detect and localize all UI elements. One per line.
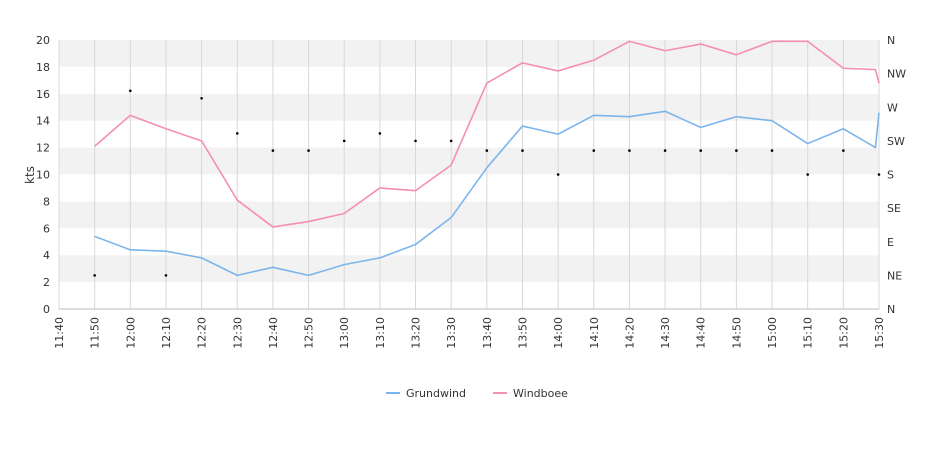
y-tick-label: 16 bbox=[36, 88, 50, 101]
plot-band bbox=[59, 93, 879, 121]
right-tick-label: NE bbox=[887, 269, 902, 282]
x-tick-label: 13:20 bbox=[410, 317, 423, 349]
y-tick-label: 20 bbox=[36, 34, 50, 47]
x-tick-label: 12:30 bbox=[231, 317, 244, 349]
direction-point bbox=[93, 274, 96, 277]
direction-point bbox=[449, 139, 453, 143]
x-axis-ticks: 11:40 11:50 12:00 12:10 12:20 12:30 12:40 12:50… bbox=[53, 317, 886, 349]
direction-point bbox=[235, 132, 239, 135]
y-axis-label: kts bbox=[23, 166, 37, 184]
right-tick-label: N bbox=[887, 34, 895, 47]
legend-item-grundwind[interactable]: Grundwind bbox=[406, 387, 466, 400]
x-tick-label: 13:50 bbox=[516, 317, 529, 349]
direction-point bbox=[806, 173, 809, 176]
x-tick-label: 12:50 bbox=[303, 317, 316, 349]
series-line-grundwind bbox=[94, 110, 880, 277]
plot-bands bbox=[59, 40, 879, 309]
direction-point bbox=[556, 173, 560, 176]
x-tick-label: 14:50 bbox=[730, 317, 743, 349]
x-tick-label: 15:30 bbox=[873, 317, 886, 349]
direction-point bbox=[164, 274, 168, 277]
right-tick-label: N bbox=[887, 303, 895, 316]
y-tick-label: 6 bbox=[43, 222, 50, 235]
direction-points bbox=[93, 89, 881, 277]
x-tick-label: 12:10 bbox=[160, 317, 173, 349]
plot-band bbox=[59, 147, 879, 175]
right-tick-label: NW bbox=[887, 68, 906, 81]
x-tick-label: 12:20 bbox=[196, 317, 209, 349]
y-axis-ticks: 0 2 4 6 8 10 12 14 16 18 20 bbox=[36, 34, 50, 316]
x-tick-label: 14:20 bbox=[623, 317, 636, 349]
plot-band bbox=[59, 174, 879, 202]
plot-band bbox=[59, 228, 879, 256]
plot-band bbox=[59, 282, 879, 309]
direction-point bbox=[699, 149, 703, 152]
right-tick-label: S bbox=[887, 169, 894, 182]
x-tick-label: 13:00 bbox=[338, 317, 351, 349]
plot-band bbox=[59, 201, 879, 229]
direction-point bbox=[342, 139, 346, 143]
y-tick-label: 18 bbox=[36, 61, 50, 74]
legend-item-windboee[interactable]: Windboee bbox=[513, 387, 568, 400]
direction-point bbox=[271, 149, 275, 152]
direction-point bbox=[735, 149, 738, 152]
x-tick-label: 11:50 bbox=[89, 317, 102, 349]
y-tick-label: 8 bbox=[43, 195, 50, 208]
direction-point bbox=[521, 149, 524, 152]
direction-point bbox=[200, 96, 203, 100]
x-tick-label: 12:00 bbox=[124, 317, 137, 349]
x-tick-label: 15:00 bbox=[766, 317, 779, 349]
direction-point bbox=[770, 149, 774, 152]
direction-point bbox=[307, 149, 310, 152]
plot-band bbox=[59, 66, 879, 94]
right-axis-direction-ticks: N NE E SE S SW W NW N bbox=[887, 34, 906, 316]
x-tick-label: 14:40 bbox=[695, 317, 708, 349]
direction-point bbox=[378, 132, 382, 135]
x-tick-label: 14:30 bbox=[659, 317, 672, 349]
right-tick-label: SE bbox=[887, 202, 901, 215]
right-tick-label: SW bbox=[887, 135, 905, 148]
x-tick-label: 15:10 bbox=[802, 317, 815, 349]
right-tick-label: W bbox=[887, 101, 898, 114]
direction-point bbox=[842, 149, 845, 152]
direction-point bbox=[628, 149, 631, 152]
x-tick-label: 13:10 bbox=[374, 317, 387, 349]
legend[interactable]: Grundwind Windboee bbox=[386, 387, 568, 400]
direction-point bbox=[485, 149, 489, 152]
direction-point bbox=[414, 139, 417, 143]
x-tick-label: 12:40 bbox=[267, 317, 280, 349]
direction-point bbox=[663, 149, 667, 152]
y-tick-label: 4 bbox=[43, 249, 50, 262]
y-tick-label: 12 bbox=[36, 142, 50, 155]
x-tick-label: 14:00 bbox=[552, 317, 565, 349]
right-tick-label: E bbox=[887, 236, 894, 249]
x-tick-label: 15:20 bbox=[837, 317, 850, 349]
y-tick-label: 14 bbox=[36, 115, 50, 128]
y-tick-label: 10 bbox=[36, 169, 50, 182]
x-tick-label: 13:30 bbox=[445, 317, 458, 349]
y-tick-label: 2 bbox=[43, 276, 50, 289]
series-lines bbox=[94, 40, 880, 277]
direction-point bbox=[129, 89, 132, 93]
plot-band bbox=[59, 255, 879, 283]
y-tick-label: 0 bbox=[43, 303, 50, 316]
plot-band bbox=[59, 40, 879, 67]
direction-point bbox=[877, 173, 881, 176]
series-line-windboee bbox=[94, 40, 880, 228]
x-tick-label: 13:40 bbox=[481, 317, 494, 349]
x-tick-label: 14:10 bbox=[588, 317, 601, 349]
x-tick-label: 11:40 bbox=[53, 317, 66, 349]
direction-point bbox=[592, 149, 596, 152]
